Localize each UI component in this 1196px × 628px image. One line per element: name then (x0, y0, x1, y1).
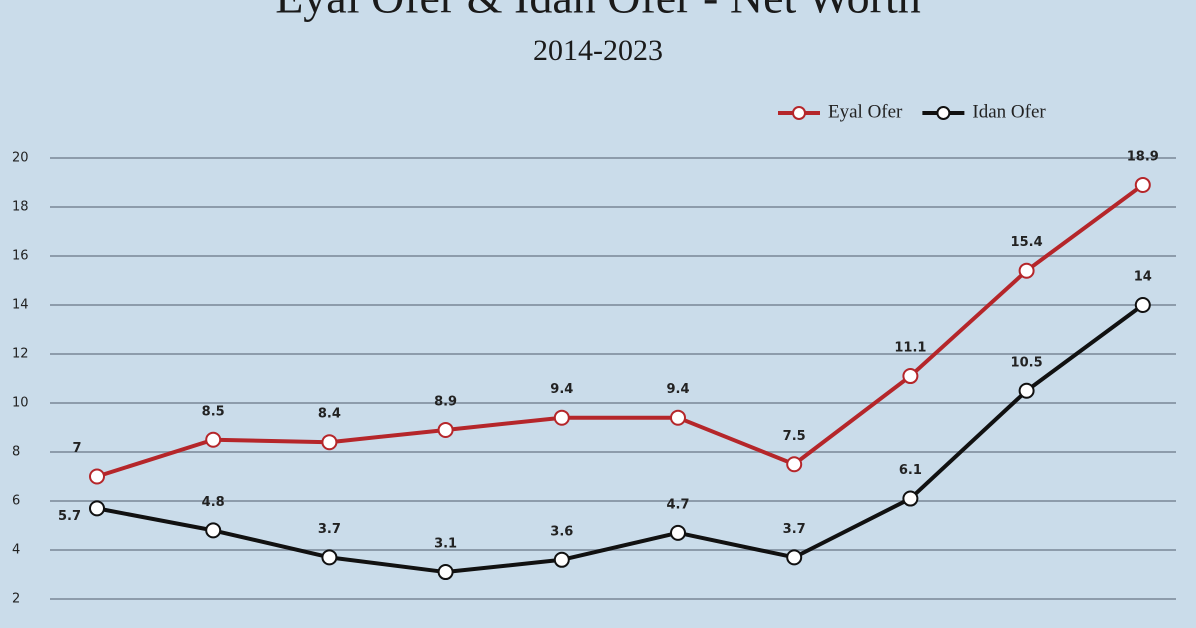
y-tick-label: 18 (12, 200, 29, 215)
data-label: 4.8 (202, 495, 225, 510)
data-point (205, 522, 222, 539)
y-tick-label: 14 (12, 298, 29, 313)
data-label: 18.9 (1127, 149, 1159, 164)
y-tick-label: 8 (12, 445, 20, 460)
data-point (902, 368, 919, 385)
data-label: 14 (1134, 270, 1152, 285)
data-label: 8.5 (202, 404, 225, 419)
data-label: 7 (72, 441, 81, 456)
series-line (96, 183, 1144, 479)
data-point (902, 490, 919, 507)
data-point (1018, 262, 1035, 279)
data-label: 11.1 (894, 341, 926, 356)
data-point (670, 524, 686, 541)
y-tick-label: 2 (12, 592, 20, 607)
data-label: 3.1 (434, 537, 457, 552)
chart-title: Eyal Ofer & Idan Ofer - Net Worth (275, 0, 921, 23)
data-point (89, 500, 105, 517)
series-line (96, 303, 1144, 575)
legend-marker (792, 106, 806, 120)
data-label: 4.7 (666, 497, 689, 512)
data-point (205, 431, 222, 448)
chart-subtitle: 2014-2023 (533, 34, 663, 67)
y-tick-label: 6 (12, 494, 20, 509)
data-label: 3.6 (550, 524, 573, 539)
data-label: 9.4 (666, 382, 689, 397)
data-label: 7.5 (783, 429, 806, 444)
data-label: 8.4 (318, 407, 341, 422)
data-point (321, 549, 338, 566)
y-tick-label: 20 (12, 151, 29, 166)
data-label: 15.4 (1011, 235, 1043, 250)
data-point (1134, 176, 1151, 193)
data-point (1018, 382, 1035, 399)
legend-label: Eyal Ofer (828, 101, 903, 122)
data-label: 8.9 (434, 394, 457, 409)
data-point (553, 551, 570, 568)
data-point (553, 409, 570, 426)
data-point (89, 468, 105, 485)
data-label: 5.7 (58, 509, 81, 524)
data-point (321, 434, 338, 451)
data-point (786, 456, 803, 473)
data-label: 6.1 (899, 463, 922, 478)
data-label: 3.7 (783, 522, 806, 537)
data-point (1134, 297, 1151, 313)
y-tick-label: 10 (12, 396, 29, 411)
data-label: 9.4 (550, 382, 573, 397)
y-tick-label: 16 (12, 249, 29, 264)
data-point (437, 564, 454, 581)
legend-marker (936, 106, 951, 120)
data-point (670, 409, 686, 426)
data-point (437, 421, 454, 438)
y-tick-label: 4 (12, 543, 20, 558)
y-tick-label: 12 (12, 347, 29, 362)
data-point (786, 549, 803, 566)
legend-label: Idan Ofer (972, 101, 1046, 122)
data-label: 10.5 (1011, 355, 1043, 370)
data-label: 3.7 (318, 522, 341, 537)
